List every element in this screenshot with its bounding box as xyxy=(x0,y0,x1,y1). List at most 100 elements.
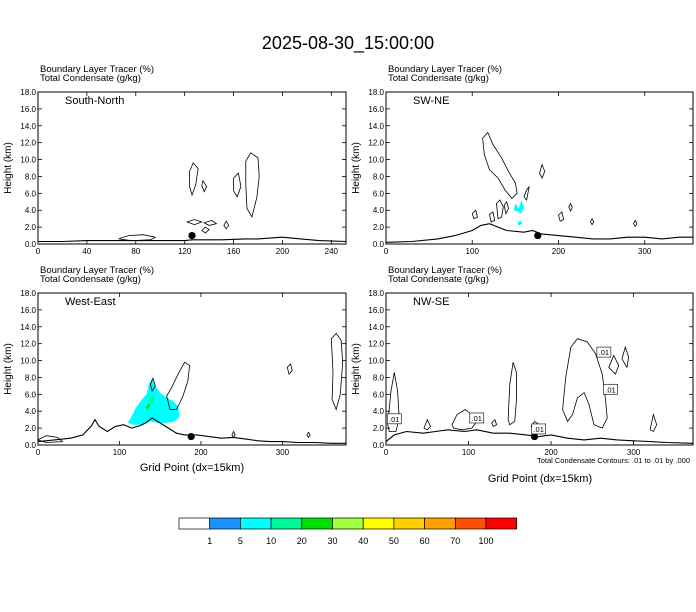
x-tick-label: 100 xyxy=(466,247,480,256)
x-tick-label: 0 xyxy=(36,448,41,457)
colorbar-swatch-9 xyxy=(454,517,487,530)
colorbar-label-9: 100 xyxy=(478,536,493,546)
condensate-contour-5 xyxy=(231,430,236,439)
y-tick-label: 0.0 xyxy=(373,441,385,450)
tracer-shading-1 xyxy=(148,394,156,405)
y-tick-label: 12.0 xyxy=(20,340,36,349)
condensate-contour-6 xyxy=(245,152,260,219)
panel-header-line2: Total Condensate (g/kg) xyxy=(388,73,489,84)
y-axis-label: Height (km) xyxy=(3,142,14,194)
y-tick-label: 2.0 xyxy=(25,424,37,433)
condensate-contour-4 xyxy=(201,179,208,193)
contour-label-box-4 xyxy=(603,383,618,395)
y-tick-label: 16.0 xyxy=(368,105,384,114)
colorbar-label-5: 40 xyxy=(358,536,368,546)
y-tick-label: 2.0 xyxy=(373,223,385,232)
x-tick-label: 240 xyxy=(325,247,339,256)
panel-sw-ne: Boundary Layer Tracer (%)Total Condensat… xyxy=(351,64,694,256)
y-tick-label: 4.0 xyxy=(373,206,385,215)
y-tick-label: 10.0 xyxy=(368,357,384,366)
contour-label-box-0 xyxy=(386,413,402,425)
panel-label: SW-NE xyxy=(413,95,449,107)
colorbar: 1 5 10 20 30 40 50 60 70 100 xyxy=(178,517,518,546)
y-tick-label: 6.0 xyxy=(25,189,37,198)
terrain-line xyxy=(385,223,693,243)
colorbar-label-4: 30 xyxy=(327,536,337,546)
colorbar-swatch-7 xyxy=(393,517,425,530)
y-tick-label: 12.0 xyxy=(20,139,36,148)
y-tick-label: 18.0 xyxy=(20,289,36,298)
condensate-contour-0 xyxy=(482,131,518,199)
x-tick-label: 300 xyxy=(627,448,641,457)
contour-label-box-2 xyxy=(531,423,546,435)
x-axis-label-left: Grid Point (dx=15km) xyxy=(140,462,244,474)
condensate-contour-9 xyxy=(589,217,595,226)
x-tick-label: 0 xyxy=(36,247,41,256)
panel-header-line1: Boundary Layer Tracer (%) xyxy=(388,265,502,276)
condensate-contour-5 xyxy=(608,354,620,375)
condensate-contour-0 xyxy=(118,234,157,242)
y-tick-label: 2.0 xyxy=(373,424,385,433)
condensate-contour-1 xyxy=(149,377,156,393)
contour-label-4: .01 xyxy=(605,385,615,394)
x-tick-label: 100 xyxy=(113,448,127,457)
condensate-contour-1 xyxy=(185,219,204,226)
tracer-shading-2 xyxy=(145,402,151,410)
location-marker xyxy=(530,432,539,441)
x-tick-label: 80 xyxy=(131,247,140,256)
condensate-contour-4 xyxy=(562,338,608,429)
tracer-shading-1 xyxy=(517,220,523,226)
y-tick-label: 0.0 xyxy=(25,240,37,249)
y-tick-label: 14.0 xyxy=(368,323,384,332)
panel-frame xyxy=(385,292,694,446)
colorbar-swatch-5 xyxy=(332,517,364,530)
location-marker xyxy=(534,231,542,240)
condensate-contour-8 xyxy=(423,418,432,431)
figure-title: 2025-08-30_15:00:00 xyxy=(262,33,434,54)
condensate-contour-0 xyxy=(387,372,400,432)
colorbar-swatch-1 xyxy=(209,517,241,530)
y-axis-label: Height (km) xyxy=(351,343,362,395)
colorbar-label-6: 50 xyxy=(389,536,399,546)
condensate-contour-8 xyxy=(568,202,573,213)
panel-frame xyxy=(385,91,694,245)
x-tick-label: 200 xyxy=(544,448,558,457)
colorbar-label-1: 5 xyxy=(238,536,243,546)
colorbar-swatch-8 xyxy=(424,517,456,530)
x-tick-label: 300 xyxy=(276,448,290,457)
y-tick-label: 6.0 xyxy=(373,189,385,198)
y-tick-label: 16.0 xyxy=(20,306,36,315)
y-axis-label: Height (km) xyxy=(3,343,14,395)
y-tick-label: 10.0 xyxy=(20,357,36,366)
y-tick-label: 18.0 xyxy=(20,88,36,97)
y-tick-label: 14.0 xyxy=(368,122,384,131)
colorbar-label-3: 20 xyxy=(297,536,307,546)
condensate-contour-6 xyxy=(621,345,630,369)
y-tick-label: 12.0 xyxy=(368,139,384,148)
condensate-contour-4 xyxy=(539,163,546,180)
contour-label-box-1 xyxy=(469,412,485,424)
y-tick-label: 8.0 xyxy=(373,373,385,382)
colorbar-swatch-4 xyxy=(301,517,333,530)
condensate-contour-6 xyxy=(306,431,311,439)
colorbar-swatch-3 xyxy=(270,517,303,530)
condensate-contour-5 xyxy=(233,172,242,198)
condensate-contour-3 xyxy=(286,363,293,375)
x-tick-label: 200 xyxy=(276,247,290,256)
y-tick-label: 10.0 xyxy=(368,156,384,165)
colorbar-label-0: 1 xyxy=(207,536,212,546)
y-tick-label: 2.0 xyxy=(25,223,37,232)
contour-label-box-3 xyxy=(596,346,612,358)
y-tick-label: 14.0 xyxy=(20,323,36,332)
x-tick-label: 160 xyxy=(227,247,241,256)
panel-south-north: Boundary Layer Tracer (%)Total Condensat… xyxy=(3,64,347,256)
y-axis-label: Height (km) xyxy=(351,142,362,194)
y-tick-label: 10.0 xyxy=(20,156,36,165)
y-tick-label: 18.0 xyxy=(368,289,384,298)
condensate-contour-2 xyxy=(330,332,344,411)
condensate-contour-1 xyxy=(495,199,504,220)
cross-section-panels: Boundary Layer Tracer (%) Total Condensat… xyxy=(3,64,694,457)
y-tick-label: 8.0 xyxy=(25,172,37,181)
condensate-contour-6 xyxy=(489,211,496,223)
y-tick-label: 6.0 xyxy=(25,390,37,399)
